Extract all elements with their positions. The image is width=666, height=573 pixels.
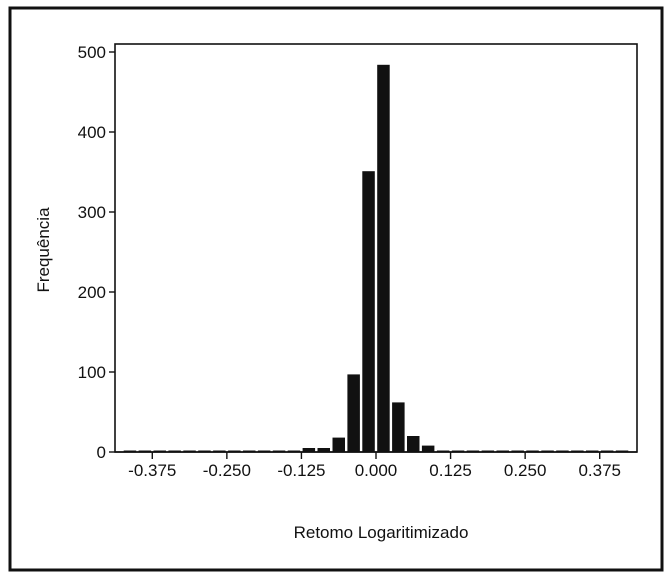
histogram-bar <box>392 402 405 452</box>
plot-frame <box>114 43 638 453</box>
x-tick-label: 0.375 <box>578 461 621 480</box>
page-border <box>8 6 664 572</box>
histogram-bar <box>302 448 316 452</box>
x-axis: -0.375 -0.250 -0.125 0.000 0.125 0.250 0.375 <box>115 451 637 480</box>
x-axis-title: Retomo Logaritimizado <box>294 523 469 542</box>
histogram-bar <box>317 448 330 452</box>
histogram-bars <box>123 64 629 453</box>
y-tick-label: 100 <box>78 363 106 382</box>
histogram-bar <box>362 171 375 452</box>
y-axis-title: Frequência <box>34 207 53 293</box>
histogram-bar <box>347 374 360 452</box>
x-tick-label: -0.250 <box>203 461 251 480</box>
x-tick-label: 0.125 <box>429 461 472 480</box>
histogram-bar <box>421 445 435 452</box>
y-tick-label: 0 <box>97 443 106 462</box>
histogram-bar <box>377 64 390 453</box>
y-tick-label: 200 <box>78 283 106 302</box>
x-tick-label: -0.125 <box>277 461 325 480</box>
plot-area <box>114 43 638 453</box>
histogram-bar <box>332 437 345 452</box>
x-tick-label: -0.375 <box>128 461 176 480</box>
histogram-bar <box>407 436 420 452</box>
scan-frame <box>8 6 664 572</box>
x-tick-label: 0.250 <box>504 461 547 480</box>
y-tick-label: 300 <box>78 203 106 222</box>
y-tick-label: 500 <box>78 43 106 62</box>
y-axis: 0 100 200 300 400 500 <box>78 43 115 462</box>
y-tick-label: 400 <box>78 123 106 142</box>
x-tick-label: 0.000 <box>355 461 398 480</box>
